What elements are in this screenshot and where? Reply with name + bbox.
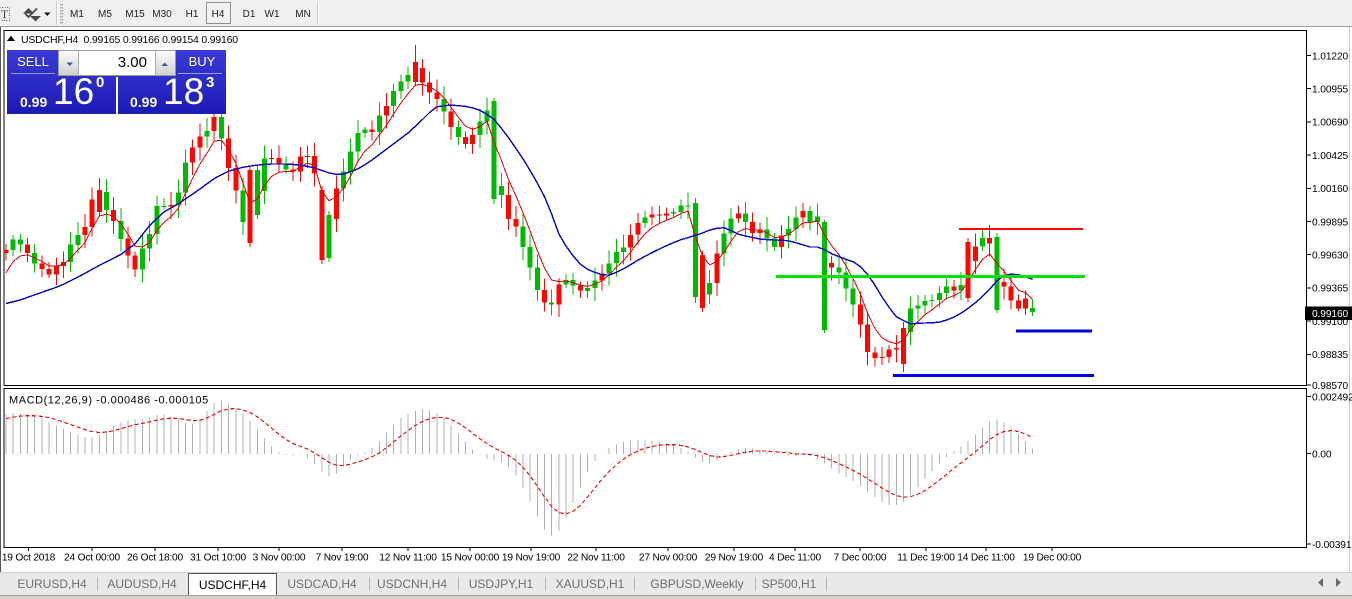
svg-text:T: T — [1, 7, 9, 21]
svg-text:0.98570: 0.98570 — [1312, 381, 1349, 392]
svg-text:12 Nov 11:00: 12 Nov 11:00 — [379, 553, 437, 564]
svg-text:0.98835: 0.98835 — [1312, 350, 1349, 361]
svg-text:0.99895: 0.99895 — [1312, 217, 1349, 228]
svg-text:22 Nov 11:00: 22 Nov 11:00 — [567, 553, 625, 564]
svg-text:19 Dec 00:00: 19 Dec 00:00 — [1023, 553, 1082, 564]
svg-text:-0.003913: -0.003913 — [1312, 540, 1352, 551]
svg-text:1.00690: 1.00690 — [1312, 118, 1349, 129]
svg-text:MACD(12,26,9) -0.000486 -0.000: MACD(12,26,9) -0.000486 -0.000105 — [9, 395, 209, 407]
svg-text:19 Oct 2018: 19 Oct 2018 — [2, 553, 56, 564]
svg-text:H4: H4 — [212, 9, 225, 20]
svg-text:29 Nov 19:00: 29 Nov 19:00 — [705, 553, 764, 564]
svg-text:USDCHF,H4 0.99165 0.99166 0.9: USDCHF,H4 0.99165 0.99166 0.99154 0.9916… — [21, 34, 238, 46]
svg-text:0.99160: 0.99160 — [1312, 309, 1349, 320]
svg-text:3 Nov 00:00: 3 Nov 00:00 — [253, 553, 306, 564]
svg-text:1.00425: 1.00425 — [1312, 151, 1349, 162]
svg-text:MN: MN — [295, 9, 311, 20]
svg-text:15 Nov 00:00: 15 Nov 00:00 — [441, 553, 500, 564]
svg-text:0.99630: 0.99630 — [1312, 251, 1349, 262]
svg-text:1.01220: 1.01220 — [1312, 51, 1349, 62]
svg-text:H1: H1 — [186, 9, 199, 20]
svg-text:31 Oct 10:00: 31 Oct 10:00 — [190, 553, 246, 564]
svg-text:0.002492: 0.002492 — [1312, 392, 1352, 403]
svg-text:M30: M30 — [152, 9, 172, 20]
svg-text:24 Oct 00:00: 24 Oct 00:00 — [64, 553, 120, 564]
svg-text:26 Oct 18:00: 26 Oct 18:00 — [127, 553, 183, 564]
svg-text:4 Dec 11:00: 4 Dec 11:00 — [769, 553, 822, 564]
svg-text:0.99100: 0.99100 — [1312, 317, 1349, 328]
svg-text:W1: W1 — [265, 9, 280, 20]
svg-text:7 Nov 19:00: 7 Nov 19:00 — [316, 553, 369, 564]
svg-text:M5: M5 — [98, 9, 112, 20]
svg-text:1.00160: 1.00160 — [1312, 184, 1349, 195]
svg-text:7 Dec 00:00: 7 Dec 00:00 — [834, 553, 887, 564]
svg-text:14 Dec 11:00: 14 Dec 11:00 — [957, 553, 1015, 564]
svg-text:0.99365: 0.99365 — [1312, 284, 1349, 295]
svg-text:11 Dec 19:00: 11 Dec 19:00 — [897, 553, 955, 564]
svg-text:M15: M15 — [125, 9, 145, 20]
svg-text:1.00955: 1.00955 — [1312, 85, 1349, 96]
svg-text:D1: D1 — [243, 9, 256, 20]
svg-text:19 Nov 19:00: 19 Nov 19:00 — [502, 553, 561, 564]
svg-text:M1: M1 — [70, 9, 84, 20]
svg-text:0.00: 0.00 — [1312, 449, 1332, 460]
svg-text:27 Nov 00:00: 27 Nov 00:00 — [639, 553, 698, 564]
